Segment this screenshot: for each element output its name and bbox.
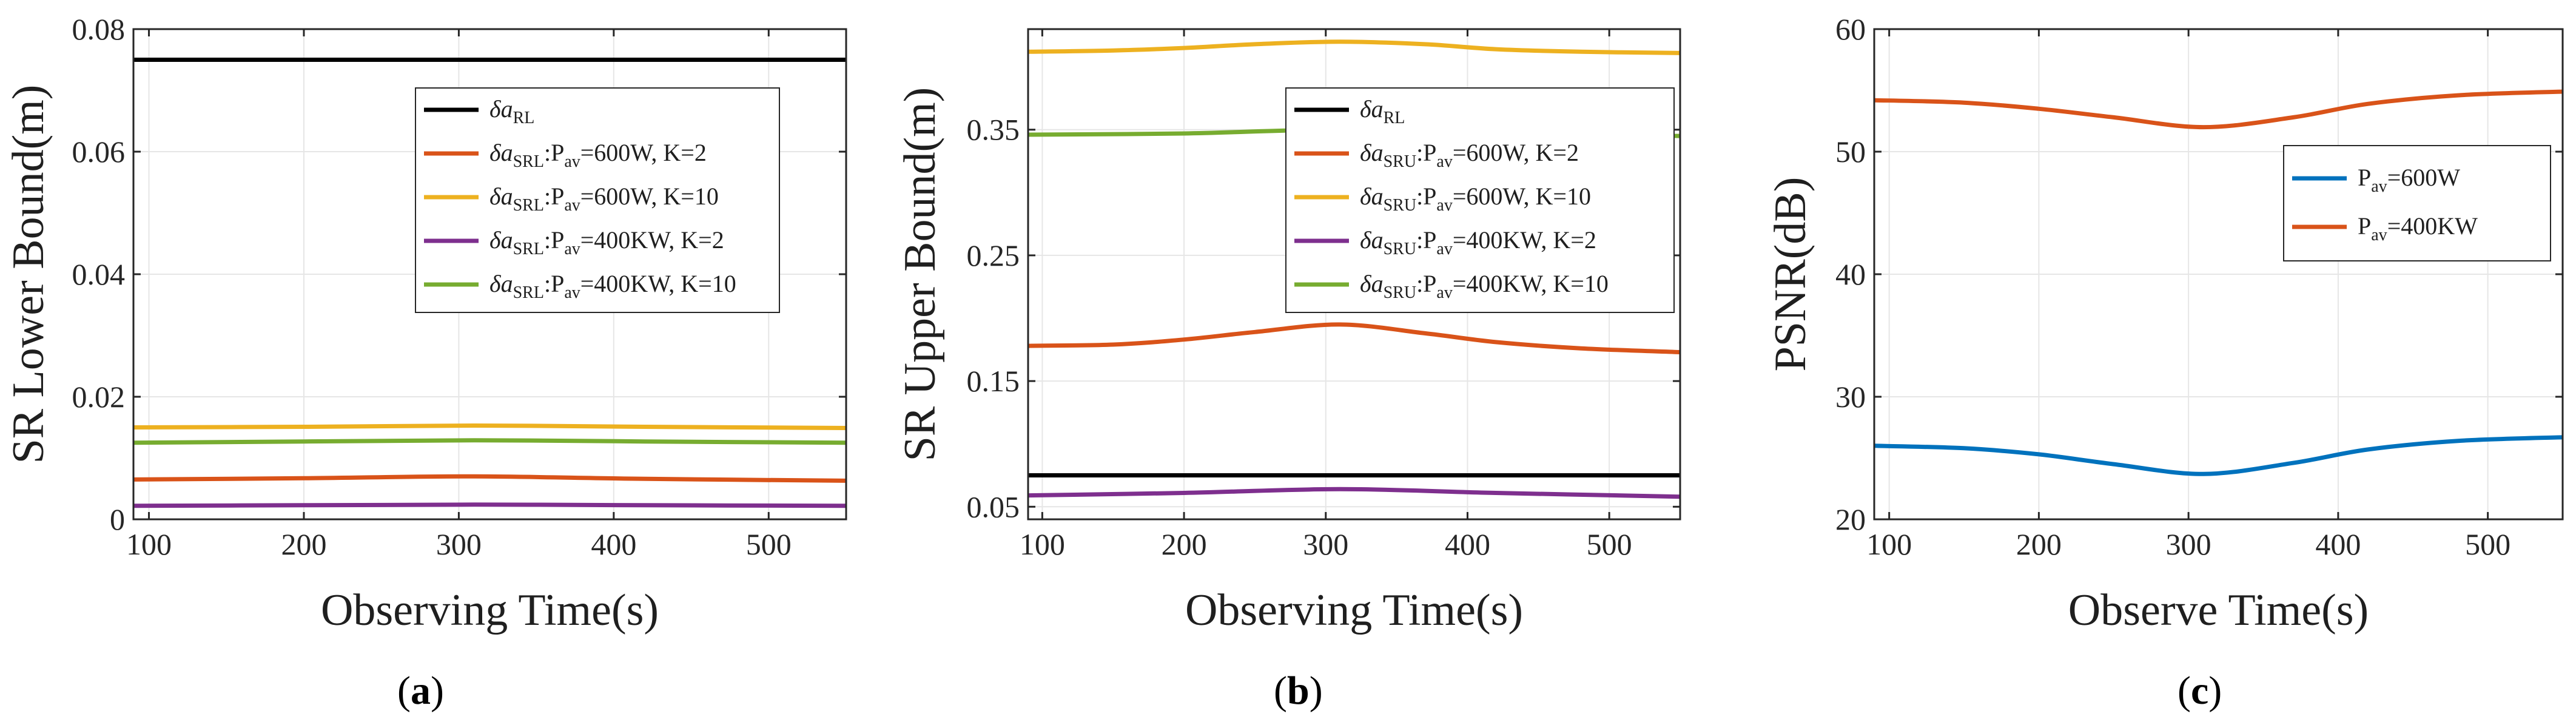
- series-line-3: [133, 502, 847, 508]
- series-line-2: [133, 423, 847, 430]
- x-tick-label: 300: [2166, 527, 2211, 561]
- series-line-2: [1027, 39, 1681, 55]
- y-tick-label: 0.05: [967, 490, 1020, 524]
- legend-box: [1285, 87, 1675, 313]
- legend-entry-label: δaSRU:Pav=600W, K=2: [1360, 139, 1579, 171]
- x-tick-label: 100: [126, 527, 172, 561]
- legend-entry-label: Pav=400KW: [2358, 212, 2478, 244]
- x-axis-label: Observing Time(s): [1185, 585, 1523, 635]
- legend-entry-label: δaSRL:Pav=600W, K=2: [489, 139, 707, 171]
- panel-caption: (a): [397, 669, 444, 713]
- y-tick-label: 0.06: [72, 135, 126, 169]
- x-tick-label: 400: [2315, 527, 2361, 561]
- series-line-3: [1027, 487, 1681, 499]
- legend: Pav=600W Pav=400KW: [2283, 145, 2551, 261]
- y-axis-label: SR Upper Bound(m): [895, 87, 945, 462]
- y-tick-label: 0.02: [72, 380, 126, 414]
- y-tick-label: 30: [1835, 380, 1866, 414]
- y-tick-label: 0.35: [967, 113, 1020, 147]
- x-axis-label: Observing Time(s): [321, 585, 659, 635]
- legend-entry-label: δaSRU:Pav=400KW, K=2: [1360, 226, 1596, 258]
- legend-box: [2283, 145, 2551, 261]
- y-tick-label: 0.04: [72, 257, 126, 291]
- x-tick-label: 500: [2465, 527, 2510, 561]
- legend-entry-label: δaSRU:Pav=600W, K=10: [1360, 183, 1591, 215]
- legend: δaRL δaSRL:Pav=600W, K=2 δaSRL:Pav=600W, K…: [415, 87, 780, 313]
- y-tick-label: 0.25: [967, 238, 1020, 272]
- y-tick-label: 0.15: [967, 364, 1020, 398]
- panel-a: 100 200 300 400 500 0 0.02 0.04 0.06 0.08 Observin…: [4, 12, 847, 713]
- x-tick-label: 400: [591, 527, 636, 561]
- y-tick-label: 40: [1835, 257, 1866, 291]
- panel-b: 100 200 300 400 500 0.05 0.15 0.25 0.35 Observing…: [895, 28, 1681, 713]
- legend-box: [415, 87, 780, 313]
- x-axis-label: Observe Time(s): [2068, 585, 2369, 635]
- x-tick-label: 200: [2016, 527, 2062, 561]
- y-tick-label: 60: [1835, 12, 1866, 46]
- panel-caption-letter: b: [1287, 669, 1310, 713]
- legend-entry-label: δaSRL:Pav=400KW, K=10: [489, 270, 736, 302]
- panel-caption-letter: a: [411, 669, 431, 713]
- x-tick-label: 100: [1020, 527, 1065, 561]
- series-line-1: [133, 474, 847, 483]
- series-line-4: [133, 438, 847, 445]
- x-tick-label: 200: [281, 527, 326, 561]
- x-tick-label: 300: [1303, 527, 1348, 561]
- series-line-0: [1874, 435, 2563, 476]
- y-tick-label: 0.08: [72, 12, 126, 46]
- x-tick-label: 300: [436, 527, 482, 561]
- y-axis-label: SR Lower Bound(m): [4, 85, 53, 464]
- panel-caption: (c): [2177, 669, 2222, 713]
- legend-entry-label: δaRL: [1360, 95, 1405, 127]
- x-tick-label: 200: [1162, 527, 1207, 561]
- y-tick-label: 20: [1835, 502, 1866, 536]
- legend-entry-label: δaSRL:Pav=400KW, K=2: [489, 226, 724, 258]
- series-line-1: [1874, 89, 2563, 130]
- y-tick-label: 50: [1835, 135, 1866, 169]
- panel-c: 100 200 300 400 500 20 30 40 50 60 Observe Time(s)…: [1766, 12, 2564, 713]
- x-tick-label: 100: [1866, 527, 1912, 561]
- axes-box: [1027, 28, 1681, 521]
- legend: δaRL δaSRU:Pav=600W, K=2 δaSRU:Pav=600W, K…: [1285, 87, 1675, 313]
- x-tick-label: 400: [1445, 527, 1490, 561]
- panel-caption-letter: c: [2191, 669, 2208, 713]
- legend-entry-label: δaSRL:Pav=600W, K=10: [489, 183, 719, 215]
- legend-entry-label: δaRL: [489, 95, 534, 127]
- series-line-1: [1027, 322, 1681, 354]
- legend-entry-label: δaSRU:Pav=400KW, K=10: [1360, 270, 1609, 302]
- y-axis-label: PSNR(dB): [1766, 177, 1815, 372]
- x-tick-label: 500: [746, 527, 792, 561]
- y-tick-label: 0: [110, 502, 125, 536]
- legend-entry-label: Pav=600W: [2358, 164, 2460, 196]
- panel-caption: (b): [1274, 669, 1323, 713]
- x-tick-label: 500: [1587, 527, 1632, 561]
